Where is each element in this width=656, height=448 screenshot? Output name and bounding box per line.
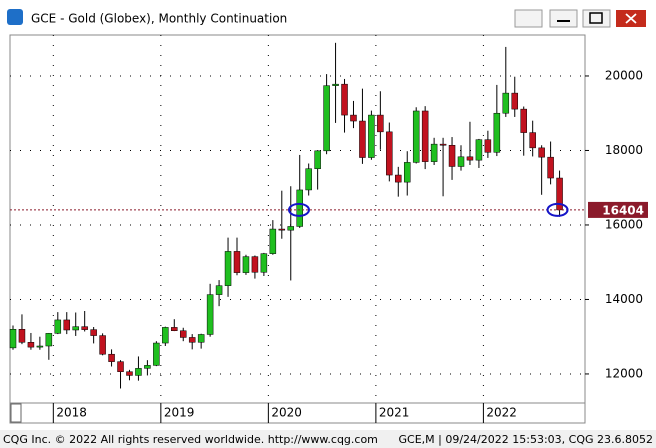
candle-body [412,110,420,163]
candle-body [287,226,295,231]
candle-body [188,337,196,343]
last-price-label: 16404 [602,203,644,217]
candle-body [27,342,35,348]
candle-body [439,143,447,146]
x-tick-label: 2019 [164,406,195,420]
candle-body [529,132,536,149]
candle-body [350,114,357,122]
last-price-box [588,201,648,218]
candle-body [179,330,187,338]
close-icon [625,13,637,24]
candle-body [341,83,348,116]
candle-body [448,145,456,167]
candle-body [81,326,88,330]
candle-body [63,319,71,331]
link-button[interactable] [514,9,543,28]
candle-body [484,139,492,153]
scroll-handle[interactable] [10,403,22,423]
candle-body [314,150,321,169]
candle-body [251,256,259,273]
candle-body [269,228,277,254]
candle-body [457,156,465,167]
candle-body [45,333,53,347]
y-tick-label: 20000 [605,68,643,82]
candle-body [18,329,26,343]
candle-body [215,285,223,295]
candle-body [135,368,142,376]
candle-body [36,345,44,348]
candle-body [260,253,268,273]
x-tick-label: 2018 [56,406,87,420]
candle-body [547,156,554,179]
y-tick-label: 14000 [605,292,643,306]
candle-body [377,114,384,133]
candle-body [332,83,339,86]
app-icon [7,9,23,25]
candle-body [278,228,286,231]
candle-body [386,131,393,176]
candle-body [162,327,169,344]
candle-body [466,156,474,161]
y-tick-label: 12000 [605,366,643,380]
maximize-icon [589,12,603,24]
candle-body [520,108,527,133]
candle-body [126,371,133,376]
candle-body [233,251,241,273]
x-tick-label: 2020 [271,406,302,420]
candle-body [153,342,160,366]
candle-body [395,174,402,183]
candle-body [144,365,151,369]
candle-body [54,319,62,334]
candle-body [9,329,17,349]
x-tick-label: 2022 [486,406,517,420]
status-left: CQG Inc. © 2022 All rights reserved worl… [3,433,378,446]
candle-body [296,189,303,227]
annotation-circle [546,202,569,217]
candle-body [197,334,205,343]
candle-body [430,143,438,162]
candle-body [72,326,79,331]
candle-body [206,294,214,335]
candle-body [502,92,510,114]
candle-body [224,251,232,286]
candle-body [421,110,429,162]
status-bar [0,430,656,448]
candle-body [368,114,375,158]
candle-body [403,162,411,183]
candle-body [538,147,545,158]
candle-body [99,335,106,355]
title-bar [0,0,656,34]
candle-body [117,361,124,372]
x-axis-strip [9,402,586,424]
minimize-button[interactable] [549,9,578,28]
candle-body [108,353,115,362]
candle-body [359,120,366,158]
candle-body [242,256,250,273]
candle-body [171,327,178,331]
y-tick-label: 18000 [605,143,643,157]
candle-body [305,168,312,191]
candle-body [323,85,330,152]
candle-body [511,92,519,110]
window-title: GCE - Gold (Globex), Monthly Continuatio… [31,12,287,26]
y-tick-label: 16000 [605,217,643,231]
x-tick-label: 2021 [379,406,410,420]
status-right: GCE,M | 09/24/2022 15:53:03, CQG 23.6.80… [399,433,653,446]
annotation-circle [288,202,310,217]
candle-body [90,329,97,336]
candle-body [493,112,501,153]
candle-body [475,139,483,161]
